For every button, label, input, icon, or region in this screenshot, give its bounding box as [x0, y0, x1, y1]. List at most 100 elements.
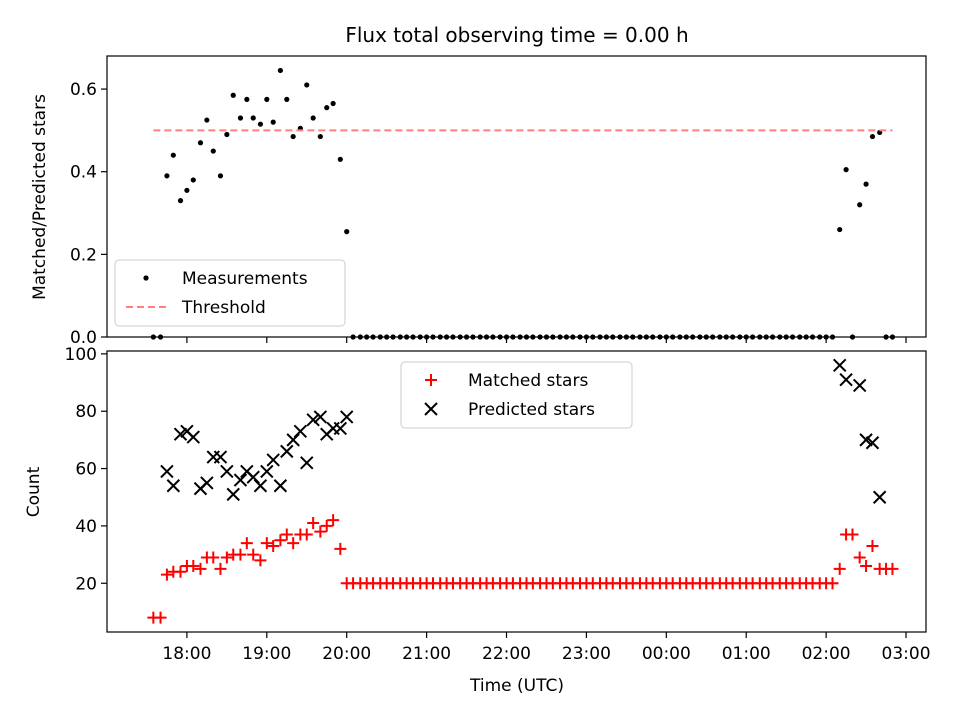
- legend-threshold-label: Threshold: [181, 298, 266, 318]
- measurements-point: [857, 202, 863, 208]
- bottom-ytick-label: 80: [75, 402, 97, 422]
- predicted-stars-point: [333, 421, 348, 436]
- top-ytick-label: 0.0: [70, 328, 97, 348]
- matched-stars-point: [320, 519, 333, 532]
- bottom-xtick-label: 02:00: [802, 644, 851, 664]
- bottom-xtick-label: 21:00: [402, 644, 451, 664]
- bottom-xtick-label: 20:00: [322, 644, 371, 664]
- measurements-point: [204, 117, 210, 123]
- bottom-plot-area: [147, 358, 899, 624]
- legend-predicted-label: Predicted stars: [468, 400, 595, 420]
- top-ytick-label: 0.6: [70, 80, 97, 100]
- predicted-stars-point: [260, 464, 274, 479]
- measurements-point: [184, 187, 190, 193]
- predicted-stars-point: [200, 476, 214, 490]
- top-y-axis-label: Matched/Predicted stars: [30, 94, 50, 300]
- bottom-ytick-label: 100: [65, 345, 97, 365]
- matched-stars-point: [214, 562, 227, 575]
- measurements-point: [277, 67, 283, 74]
- matched-stars-point: [886, 562, 899, 575]
- top-axes-frame: [106, 55, 927, 338]
- measurements-point: [344, 229, 350, 235]
- measurements-point: [177, 198, 184, 204]
- matched-stars-point: [327, 514, 340, 527]
- measurements-point: [224, 131, 230, 138]
- matched-stars-point: [247, 548, 260, 561]
- predicted-stars-point: [300, 456, 314, 470]
- measurements-point: [863, 181, 869, 187]
- bottom-xtick-label: 18:00: [162, 644, 211, 664]
- legend-measurements-marker: [143, 275, 149, 281]
- measurements-point: [290, 133, 296, 140]
- predicted-stars-point: [253, 479, 268, 493]
- matched-stars-point: [307, 517, 320, 530]
- bottom-xtick-label: 22:00: [482, 644, 531, 664]
- measurements-point: [264, 96, 270, 102]
- top-ytick-label: 0.4: [70, 163, 97, 183]
- measurements-point: [310, 115, 316, 121]
- measurements-point: [324, 105, 330, 111]
- bottom-ytick-label: 20: [75, 574, 97, 594]
- matched-stars-point: [826, 577, 839, 590]
- matched-stars-point: [334, 542, 347, 555]
- predicted-stars-point: [186, 430, 201, 444]
- bottom-xtick-label: 19:00: [242, 644, 291, 664]
- legend-measurements-label: Measurements: [182, 269, 308, 289]
- matched-stars-point: [174, 565, 187, 578]
- measurements-point: [337, 156, 343, 162]
- matched-stars-point: [234, 548, 247, 561]
- measurements-point: [244, 96, 250, 102]
- top-legend-box: [114, 259, 346, 327]
- predicted-stars-point: [166, 479, 181, 493]
- top-ytick-label: 0.2: [70, 245, 97, 265]
- predicted-stars-point: [280, 444, 294, 459]
- legend-matched-marker: [425, 374, 437, 386]
- bottom-xtick-label: 03:00: [882, 644, 931, 664]
- measurements-point: [164, 173, 170, 179]
- measurements-point: [330, 100, 336, 107]
- measurements-point: [217, 173, 224, 179]
- measurements-point: [190, 177, 196, 183]
- matched-stars-point: [160, 568, 173, 581]
- bottom-xtick-label: 01:00: [722, 644, 771, 664]
- measurements-point: [257, 121, 264, 127]
- measurements-point: [210, 148, 216, 154]
- bottom-xtick-label: 23:00: [562, 644, 611, 664]
- bottom-y-axis-label: Count: [24, 466, 44, 517]
- predicted-stars-point: [339, 410, 354, 424]
- matched-stars-point: [187, 560, 200, 573]
- measurements-point: [230, 92, 236, 98]
- legend-predicted-marker: [424, 402, 438, 416]
- measurements-point: [197, 140, 204, 146]
- predicted-stars-point: [160, 464, 174, 479]
- predicted-stars-point: [293, 424, 308, 438]
- matched-stars-point: [194, 562, 207, 575]
- matched-stars-point: [833, 562, 846, 575]
- legend-matched-label: Matched stars: [468, 371, 588, 391]
- top-ticks: 0.0 0.2 0.4 0.6: [70, 80, 907, 348]
- matched-stars-point: [240, 537, 253, 550]
- measurements-point: [304, 82, 310, 88]
- matched-stars-point: [846, 528, 859, 541]
- bottom-legend-box: [400, 361, 633, 429]
- predicted-stars-point: [832, 358, 847, 373]
- matched-stars-point: [866, 539, 879, 552]
- bottom-axes-frame: [106, 350, 927, 633]
- measurements-point: [170, 152, 176, 158]
- measurements-point: [843, 167, 849, 173]
- top-panel: 0.0 0.2 0.4 0.6 Matched/Predicted stars Mea…: [30, 55, 927, 348]
- figure-title: Flux total observing time = 0.00 h: [345, 23, 688, 47]
- matched-stars-point: [154, 611, 167, 624]
- matched-stars-point: [314, 525, 327, 538]
- measurements-point: [837, 226, 843, 233]
- matched-stars-point: [267, 539, 280, 552]
- measurements-point: [270, 119, 276, 125]
- x-axis-label: Time (UTC): [469, 676, 564, 696]
- bottom-ytick-label: 60: [75, 460, 97, 480]
- predicted-stars-point: [872, 490, 887, 504]
- predicted-stars-point: [266, 453, 280, 467]
- bottom-ticks: 20 40 60 80 100 18:00 19:00 20:00 21:00 22:00 23:0…: [65, 345, 931, 664]
- matched-stars-point: [220, 551, 233, 564]
- measurements-point: [250, 115, 256, 121]
